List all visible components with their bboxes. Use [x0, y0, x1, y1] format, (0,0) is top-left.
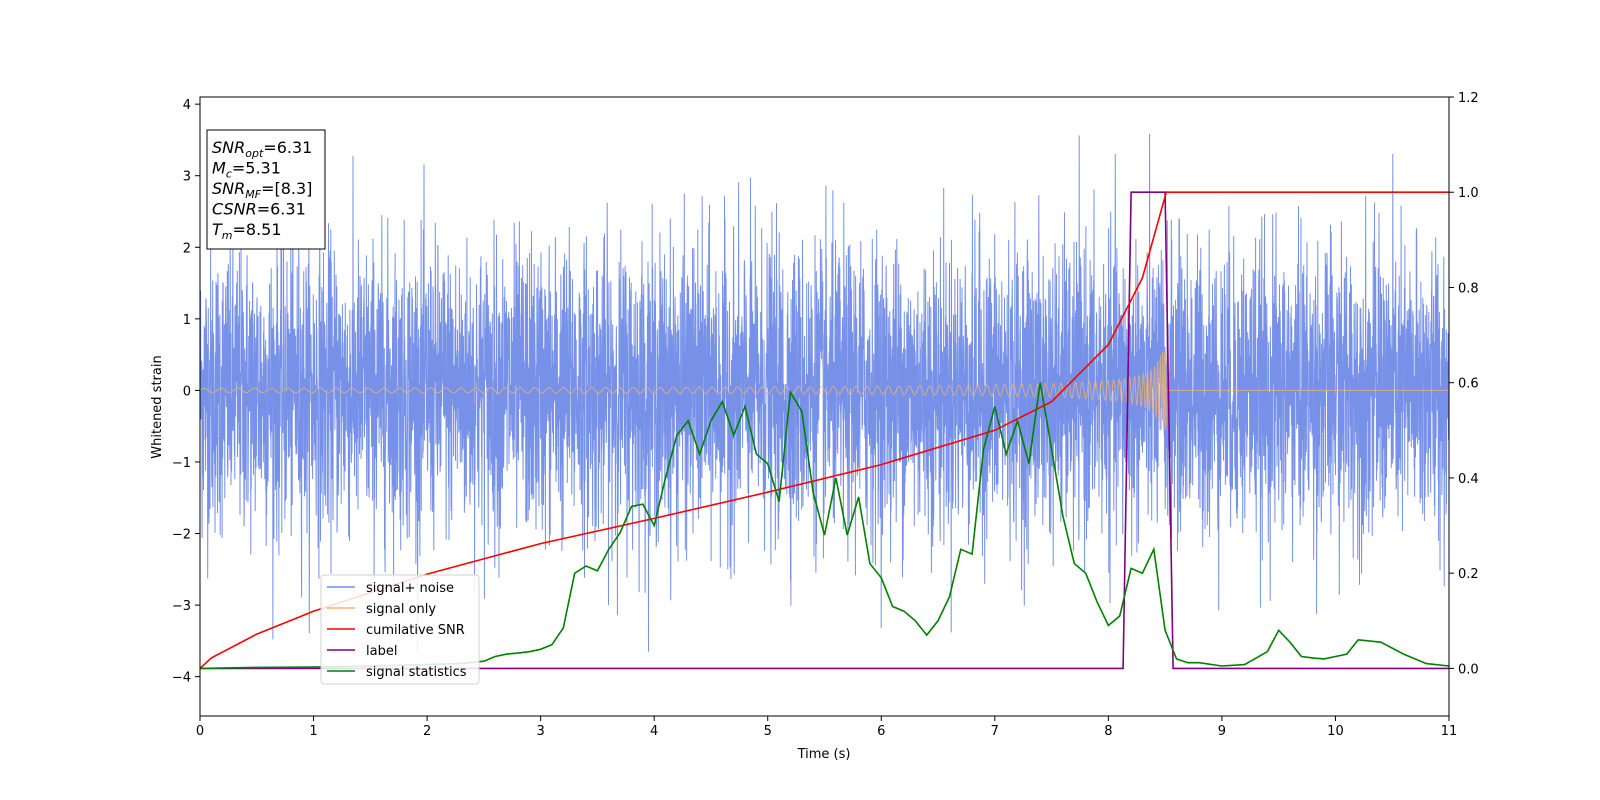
- x-tick-label: 3: [536, 724, 544, 739]
- x-tick-label: 0: [196, 724, 204, 739]
- series-signal-only: [199, 351, 1449, 430]
- annotation-box: SNRopt=6.31Mc=5.31SNRMF=[8.3]CSNR=6.31Tm…: [206, 129, 326, 250]
- legend: signal+ noise signal only cumilative SNR la…: [320, 574, 480, 685]
- y-left-tick-label: −4: [172, 671, 191, 686]
- annotation-line: SNRopt=6.31: [212, 138, 312, 160]
- y-right-tick-label: 1.0: [1458, 186, 1479, 201]
- plot-frame: [199, 96, 1450, 717]
- legend-box: [320, 574, 480, 685]
- legend-label: cumilative SNR: [366, 623, 465, 638]
- plot-area: [199, 133, 1450, 670]
- legend-label: signal only: [366, 602, 436, 617]
- y-axis-label: Whitened strain: [150, 355, 165, 458]
- annotation-line: SNRMF=[8.3]: [212, 179, 312, 201]
- y-right-tick-label: 1.2: [1458, 91, 1479, 106]
- x-tick-label: 9: [1218, 724, 1226, 739]
- y-right-tick-label: 0.2: [1458, 567, 1479, 582]
- annotation-frame: [206, 129, 326, 250]
- series-signal-noise: [199, 133, 1450, 652]
- y-axis-right: 1.2 1.0 0.8 0.6 0.4 0.2 0.0: [1449, 91, 1479, 677]
- y-left-tick-label: 2: [183, 241, 191, 256]
- x-tick-label: 4: [650, 724, 658, 739]
- y-left-tick-label: −2: [172, 528, 191, 543]
- y-left-tick-label: 0: [183, 384, 191, 399]
- series-cumilative-snr: [199, 191, 1449, 669]
- series-label: [200, 191, 1449, 670]
- x-tick-label: 7: [991, 724, 999, 739]
- y-right-tick-label: 0.0: [1458, 662, 1479, 677]
- x-tick-label: 5: [764, 724, 772, 739]
- y-right-tick-label: 0.4: [1458, 472, 1479, 487]
- annotation-line: CSNR=6.31: [212, 200, 306, 219]
- y-left-tick-label: 3: [183, 170, 191, 185]
- y-left-tick-label: 1: [183, 313, 191, 328]
- legend-label: signal statistics: [366, 665, 467, 680]
- x-tick-label: 2: [423, 724, 431, 739]
- legend-label: signal+ noise: [366, 581, 454, 596]
- y-left-tick-label: −3: [172, 599, 191, 614]
- y-axis-left: 4 3 2 1 0 −1 −2 −3 −4: [172, 98, 200, 686]
- x-tick-label: 6: [877, 724, 885, 739]
- x-axis: 0 1 2 3 4 5 6 7 8 9 10 11: [196, 716, 1457, 739]
- series-signal-statistics: [199, 382, 1450, 670]
- y-right-tick-label: 0.8: [1458, 281, 1479, 296]
- annotation-line: Tm=8.51: [212, 220, 282, 242]
- y-left-tick-label: 4: [183, 98, 191, 113]
- x-tick-label: 8: [1104, 724, 1112, 739]
- x-axis-label: Time (s): [797, 747, 851, 762]
- legend-label: label: [366, 644, 397, 659]
- x-tick-label: 10: [1327, 724, 1344, 739]
- y-left-tick-label: −1: [172, 456, 191, 471]
- x-tick-label: 11: [1441, 724, 1458, 739]
- annotation-line: Mc=5.31: [212, 159, 281, 181]
- y-right-tick-label: 0.6: [1458, 377, 1479, 392]
- x-tick-label: 1: [309, 724, 317, 739]
